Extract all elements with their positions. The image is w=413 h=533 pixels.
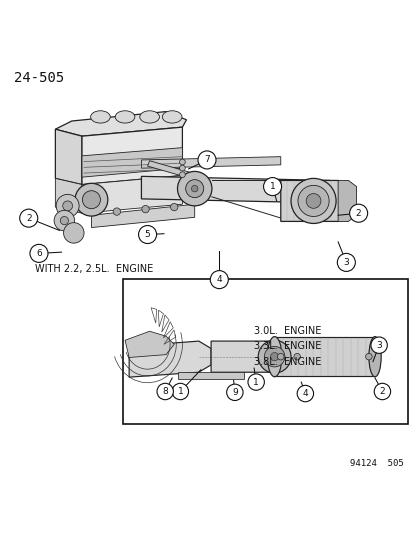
Bar (123, 279, 407, 424)
Polygon shape (82, 148, 182, 177)
Circle shape (258, 340, 290, 373)
Circle shape (277, 353, 283, 360)
Polygon shape (337, 181, 356, 221)
Text: 3: 3 (375, 341, 381, 350)
Circle shape (179, 165, 185, 171)
Polygon shape (141, 176, 337, 203)
Circle shape (197, 151, 216, 169)
Polygon shape (82, 175, 182, 213)
Polygon shape (147, 161, 206, 182)
Text: 5: 5 (145, 230, 150, 239)
Text: 8: 8 (162, 387, 168, 396)
Text: 6: 6 (36, 249, 42, 258)
Text: 24-505: 24-505 (14, 71, 64, 85)
Circle shape (185, 180, 203, 198)
Circle shape (263, 177, 281, 196)
Circle shape (142, 205, 149, 213)
Circle shape (82, 191, 100, 209)
Polygon shape (178, 372, 243, 379)
Circle shape (373, 383, 389, 400)
Circle shape (179, 159, 185, 165)
Text: WITH 2.2, 2.5L.  ENGINE: WITH 2.2, 2.5L. ENGINE (35, 263, 153, 273)
Circle shape (113, 208, 120, 215)
Circle shape (290, 179, 335, 223)
Circle shape (247, 374, 264, 390)
Text: 4: 4 (216, 275, 221, 284)
Polygon shape (125, 331, 174, 358)
Circle shape (210, 271, 228, 289)
Circle shape (20, 209, 38, 227)
Circle shape (75, 183, 107, 216)
Ellipse shape (368, 336, 380, 377)
Text: 2: 2 (26, 214, 31, 223)
Circle shape (157, 383, 173, 400)
Circle shape (264, 346, 284, 367)
Circle shape (306, 193, 320, 208)
Text: 3.0L.  ENGINE: 3.0L. ENGINE (254, 326, 321, 336)
Circle shape (177, 172, 211, 206)
Circle shape (172, 383, 188, 400)
Text: 3.8L.  ENGINE: 3.8L. ENGINE (254, 357, 321, 367)
Circle shape (63, 201, 72, 211)
Circle shape (297, 185, 328, 216)
Circle shape (293, 353, 300, 360)
Polygon shape (55, 111, 186, 136)
Text: 2: 2 (379, 387, 384, 396)
Text: 1: 1 (253, 377, 259, 386)
Ellipse shape (90, 111, 110, 123)
Polygon shape (91, 204, 194, 228)
Circle shape (191, 185, 197, 192)
Text: 4: 4 (302, 389, 307, 398)
Polygon shape (141, 157, 280, 168)
Polygon shape (55, 129, 82, 184)
Polygon shape (55, 179, 82, 213)
Polygon shape (211, 341, 280, 372)
Polygon shape (129, 341, 211, 377)
Text: 1: 1 (177, 387, 183, 396)
Text: 1: 1 (269, 182, 275, 191)
Ellipse shape (162, 111, 182, 123)
Circle shape (365, 353, 371, 360)
Text: 3.3L.  ENGINE: 3.3L. ENGINE (254, 342, 321, 351)
Polygon shape (82, 127, 182, 184)
Text: 2: 2 (355, 209, 361, 217)
Circle shape (56, 195, 79, 217)
Circle shape (297, 385, 313, 402)
Circle shape (60, 216, 68, 225)
Polygon shape (272, 337, 374, 376)
Circle shape (337, 253, 354, 271)
Circle shape (349, 204, 367, 222)
Circle shape (54, 211, 74, 231)
Circle shape (170, 204, 178, 211)
Circle shape (226, 384, 242, 400)
Circle shape (64, 223, 84, 243)
Text: 7: 7 (204, 156, 209, 165)
Text: 3: 3 (343, 258, 349, 267)
Ellipse shape (140, 111, 159, 123)
Circle shape (370, 337, 387, 353)
Circle shape (179, 172, 185, 177)
Text: 94124  505: 94124 505 (349, 459, 403, 468)
Circle shape (138, 225, 156, 244)
Polygon shape (280, 181, 346, 221)
Ellipse shape (115, 111, 135, 123)
Text: 9: 9 (231, 388, 237, 397)
Circle shape (270, 352, 278, 361)
Ellipse shape (267, 336, 281, 377)
Circle shape (30, 244, 48, 262)
